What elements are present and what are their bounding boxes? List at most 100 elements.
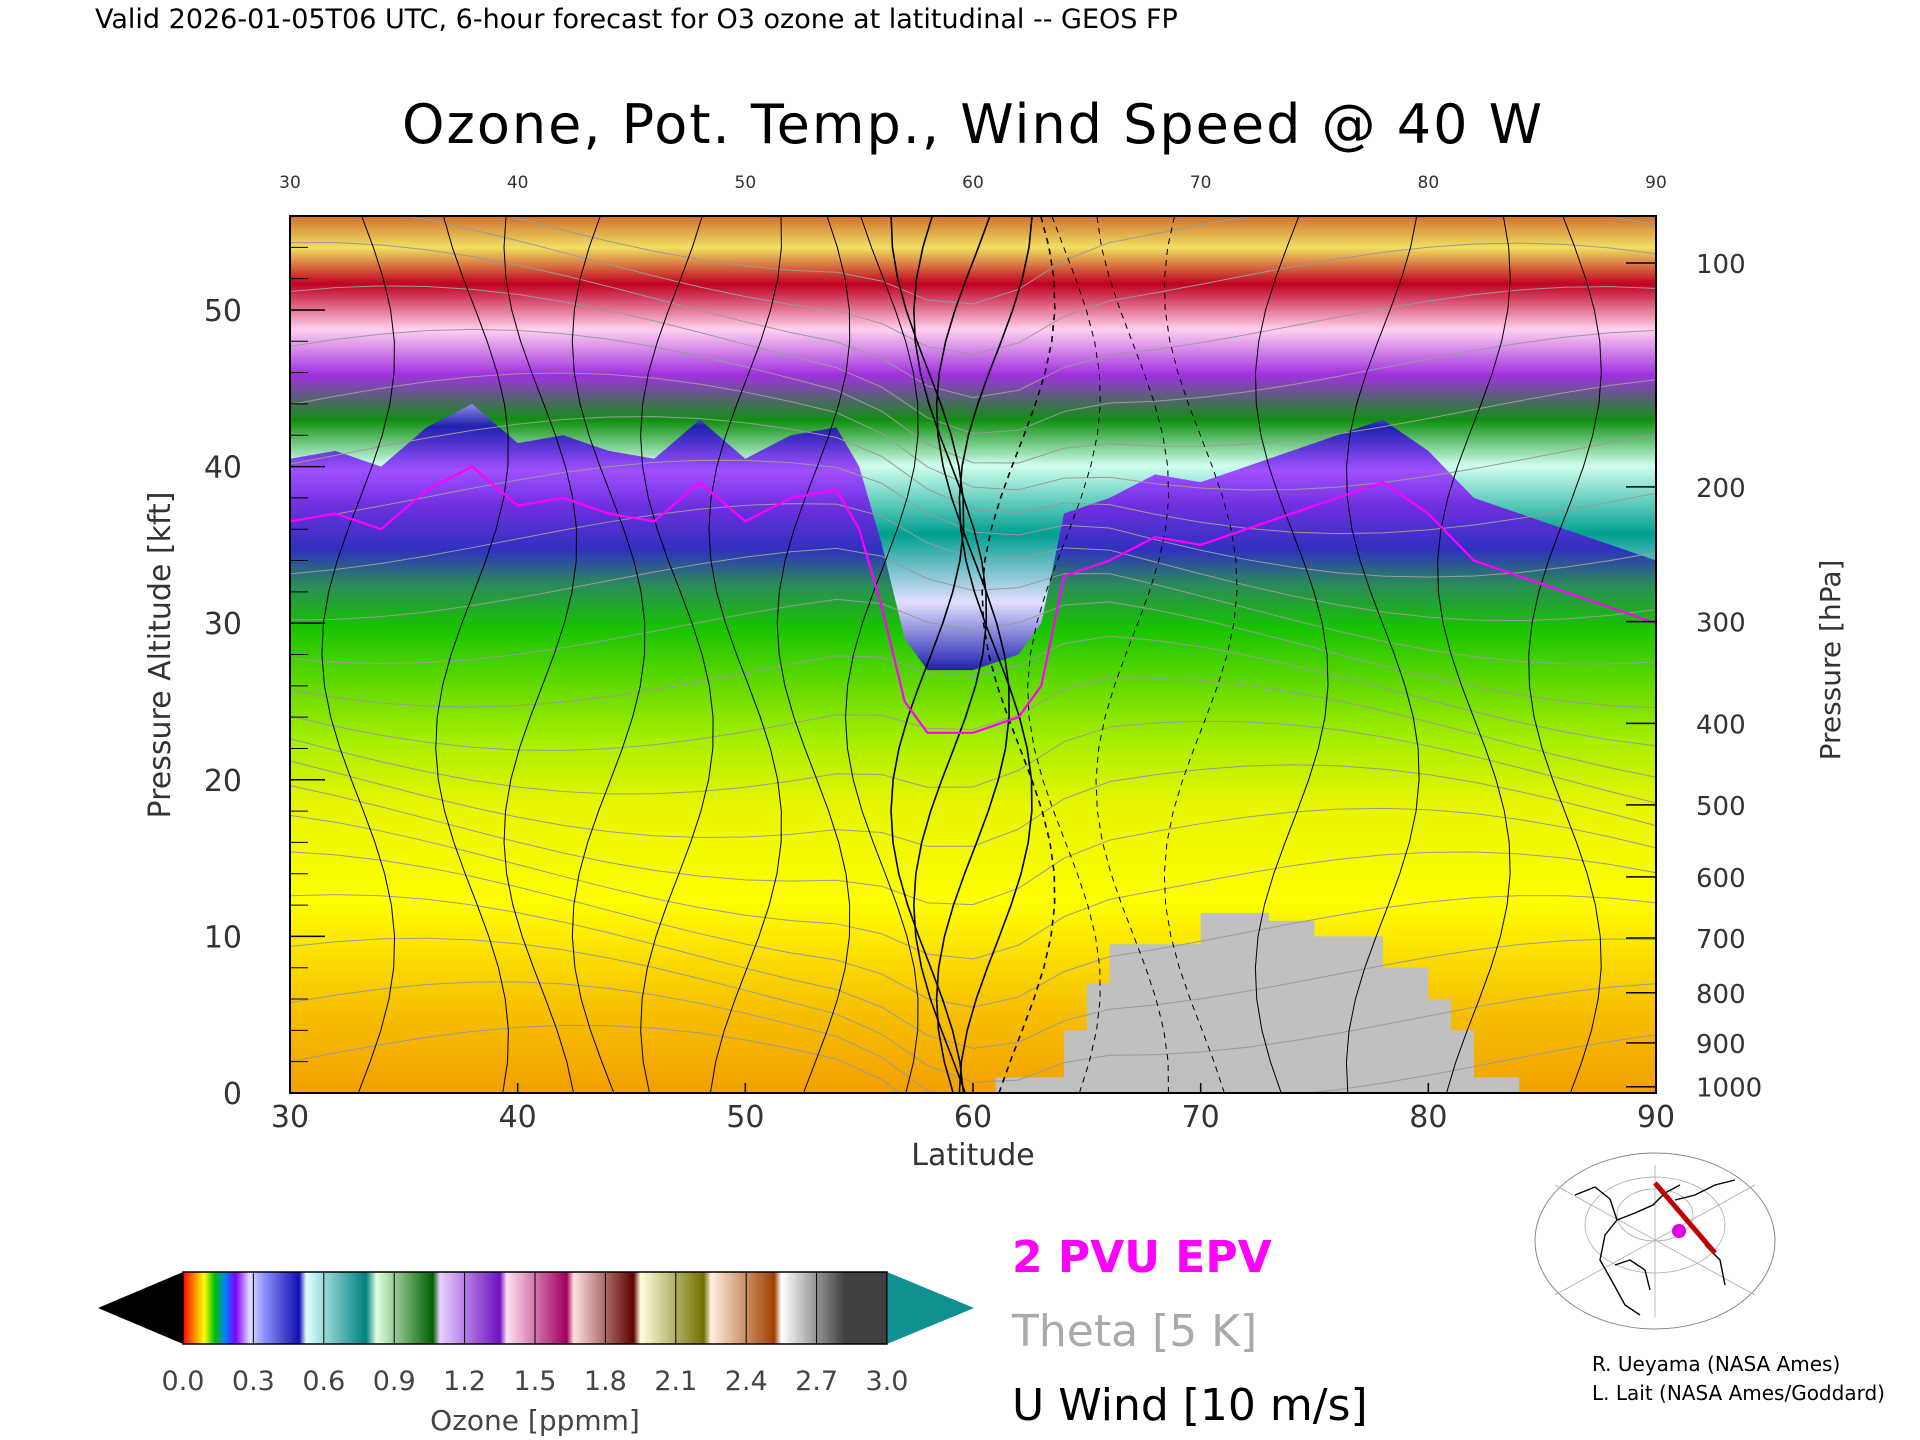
- x-tick-label: 30: [271, 1100, 309, 1135]
- legend-epv: 2 PVU EPV: [1012, 1232, 1272, 1283]
- y-right-tick-label: 300: [1696, 609, 1746, 639]
- colorbar-tick-label: 1.8: [584, 1366, 627, 1397]
- x-tick-label: 50: [726, 1100, 764, 1135]
- colorbar-ticks: 0.0 0.3 0.6 0.9 1.2 1.5 1.8 2.1 2.4 2.7 3.0: [162, 1272, 909, 1397]
- credit-line-1: R. Ueyama (NASA Ames): [1592, 1352, 1840, 1376]
- u-wind-contour: [958, 216, 1033, 1093]
- map-globe: [1534, 1152, 1776, 1330]
- legend-uwind: U Wind [10 m/s]: [1012, 1380, 1368, 1431]
- colorbar-below-arrow: [98, 1272, 183, 1344]
- y-right-tick-label: 100: [1696, 250, 1746, 280]
- valid-line: Valid 2026-01-05T06 UTC, 6-hour forecast…: [95, 4, 1178, 35]
- x-top-tick-label: 80: [1418, 173, 1440, 193]
- theta-contours: [290, 216, 1656, 1093]
- y-right-tick-label: 600: [1696, 864, 1746, 894]
- colorbar-tick-label: 1.5: [514, 1366, 557, 1397]
- colorbar-tick-label: 2.4: [725, 1366, 768, 1397]
- x-top-tick-label: 30: [279, 173, 301, 193]
- y-right-tick-label: 1000: [1696, 1074, 1762, 1104]
- colorbar: 0.0 0.3 0.6 0.9 1.2 1.5 1.8 2.1 2.4 2.7 3.0 Ozone …: [98, 1271, 974, 1437]
- y-tick-label: 20: [204, 764, 242, 799]
- theta-contour: [290, 785, 1656, 906]
- y-tick-label: 10: [204, 920, 242, 955]
- credit-line-2: L. Lait (NASA Ames/Goddard): [1592, 1381, 1885, 1405]
- x-top-tick-label: 70: [1190, 173, 1212, 193]
- colorbar-label: Ozone [ppmm]: [430, 1404, 640, 1437]
- y-axis-right-label: Pressure [hPa]: [1814, 560, 1847, 761]
- theta-contour: [290, 547, 1656, 665]
- u-wind-contour: [913, 216, 988, 1093]
- plot-area: [290, 216, 1656, 1093]
- u-wind-contour: [435, 216, 509, 1093]
- legend: 2 PVU EPV Theta [5 K] U Wind [10 m/s]: [1011, 1232, 1368, 1431]
- colorbar-tick-label: 0.0: [162, 1366, 205, 1397]
- x-axis-bottom: 30 40 50 60 70 80 90: [271, 1083, 1675, 1135]
- u-wind-contour: [890, 216, 965, 1093]
- legend-theta: Theta [5 K]: [1011, 1306, 1257, 1357]
- x-top-tick-label: 40: [507, 173, 529, 193]
- theta-contour: [290, 937, 1656, 1083]
- theta-contour: [290, 635, 1656, 747]
- x-top-tick-label: 60: [962, 173, 984, 193]
- colorbar-tick-label: 0.6: [302, 1366, 345, 1397]
- theta-contour: [403, 216, 1656, 355]
- u-wind-contour: [1095, 216, 1170, 1093]
- theta-contour: [290, 677, 1656, 778]
- colorbar-tick-label: 0.3: [232, 1366, 275, 1397]
- u-wind-contour: [845, 216, 919, 1093]
- colorbar-above-arrow: [887, 1272, 974, 1344]
- u-wind-contour: [1163, 216, 1238, 1093]
- theta-contour: [290, 416, 1656, 535]
- theta-contour: [506, 216, 1656, 305]
- u-wind-contour: [503, 216, 577, 1093]
- u-wind-contour: [571, 216, 646, 1093]
- x-tick-label: 90: [1637, 1100, 1675, 1135]
- theta-contour: [290, 285, 1656, 434]
- u-wind-contour: [1528, 216, 1602, 1093]
- theta-contour: [290, 814, 1656, 960]
- theta-contour: [290, 372, 1656, 491]
- y-tick-label: 30: [204, 607, 242, 642]
- u-wind-contours: [321, 216, 1602, 1093]
- x-axis-top: 30 40 50 60 70 80 90: [279, 173, 1667, 193]
- y-right-tick-label: 400: [1696, 710, 1746, 740]
- y-right-tick-label: 500: [1696, 792, 1746, 822]
- epv-2pvu-line: [290, 465, 1656, 734]
- colorbar-tick-label: 3.0: [866, 1366, 909, 1397]
- u-wind-contour: [708, 216, 782, 1093]
- theta-contour: [290, 459, 1656, 578]
- x-tick-label: 80: [1409, 1100, 1447, 1135]
- u-wind-contour: [640, 216, 714, 1093]
- theta-contour: [290, 981, 1656, 1093]
- chart-title: Ozone, Pot. Temp., Wind Speed @ 40 W: [402, 93, 1544, 156]
- theta-contour: [290, 1024, 1656, 1093]
- y-axis-left: 0 10 20 30 40 50: [204, 215, 325, 1112]
- u-wind-contour: [321, 216, 396, 1093]
- y-axis-left-label: Pressure Altitude [kft]: [143, 492, 178, 819]
- y-right-tick-label: 200: [1696, 474, 1746, 504]
- u-wind-contour: [776, 216, 851, 1093]
- x-tick-label: 40: [499, 1100, 537, 1135]
- x-axis-label: Latitude: [911, 1138, 1034, 1173]
- colorbar-tick-label: 1.2: [443, 1366, 486, 1397]
- map-coastlines: [1574, 1179, 1736, 1316]
- y-tick-label: 50: [204, 294, 242, 329]
- u-wind-contour: [1437, 216, 1511, 1093]
- theta-contour: [290, 720, 1656, 804]
- map-cross-section-track: [1653, 1181, 1717, 1255]
- theta-contour: [290, 851, 1656, 1008]
- theta-contour: [290, 242, 1656, 399]
- y-right-tick-label: 700: [1696, 925, 1746, 955]
- u-wind-contour: [935, 216, 1010, 1093]
- y-right-tick-label: 900: [1696, 1030, 1746, 1060]
- x-tick-label: 70: [1182, 1100, 1220, 1135]
- u-wind-contour: [1027, 216, 1101, 1093]
- y-tick-label: 0: [223, 1077, 242, 1112]
- x-top-tick-label: 90: [1645, 173, 1667, 193]
- map-inset: [1534, 1152, 1776, 1330]
- colorbar-tick-label: 2.1: [654, 1366, 697, 1397]
- theta-contour: [290, 894, 1656, 1049]
- u-wind-contour: [1254, 216, 1329, 1093]
- u-wind-contour: [1345, 216, 1420, 1093]
- theta-contour: [290, 760, 1656, 847]
